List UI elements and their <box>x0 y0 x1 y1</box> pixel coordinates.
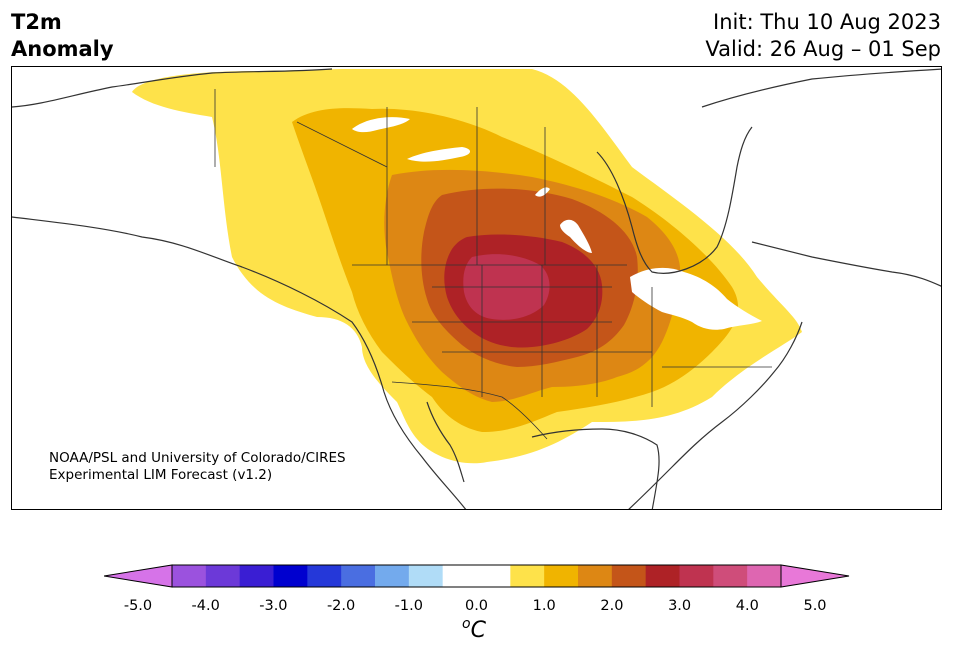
colorbar-bin <box>578 565 613 587</box>
title-variable-line1: T2m <box>11 10 62 34</box>
political-borders <box>214 89 772 440</box>
greenland-coastline <box>701 68 941 108</box>
colorbar-bin <box>239 565 274 587</box>
title-variable-line2: Anomaly <box>11 37 114 61</box>
colorbar-bin <box>375 565 410 587</box>
colorbar-outline <box>171 564 782 588</box>
atlantic-coastline <box>751 241 941 287</box>
colorbar-bin <box>510 565 545 587</box>
map-credit: NOAA/PSL and University of Colorado/CIRE… <box>49 450 346 484</box>
colorbar-bin <box>408 565 444 587</box>
colorbar-bin <box>341 565 376 587</box>
colorbar-bin <box>747 565 782 587</box>
colorbar-under-arrow <box>104 564 173 588</box>
colorbar-bins <box>172 565 782 587</box>
colorbar-tick-label: 0.0 <box>464 598 489 614</box>
colorbar-bin <box>713 565 748 587</box>
great-slave-lake <box>407 147 471 162</box>
colorbar-bin <box>645 565 680 587</box>
colorbar-tick-label: -5.0 <box>123 598 153 614</box>
unit-degree-mark: o <box>462 616 471 632</box>
colorbar-tick-label: -4.0 <box>191 598 220 614</box>
colorbar-bin <box>172 565 207 587</box>
colorbar-over-arrow <box>780 564 850 588</box>
unit-symbol: C <box>470 618 486 643</box>
pacific-coastline <box>12 216 467 509</box>
anomaly-map <box>11 66 942 510</box>
colorbar-bin <box>205 565 241 587</box>
colorbar-bin <box>544 565 579 587</box>
colorbar-bin <box>611 565 647 587</box>
colorbar-tick-label: -2.0 <box>326 598 356 614</box>
credit-line2: Experimental LIM Forecast (v1.2) <box>49 467 273 483</box>
colorbar <box>104 564 850 588</box>
init-date-label: Init: Thu 10 Aug 2023 <box>713 10 941 34</box>
colorbar-bin <box>679 565 714 587</box>
us-mexico-border <box>391 381 548 440</box>
colorbar-tick-label: 1.0 <box>532 598 556 614</box>
colorbar-tick-label: 2.0 <box>600 598 624 614</box>
canada-province-border-4 <box>296 121 388 168</box>
colorbar-tick-label: -1.0 <box>394 598 423 614</box>
us-east-coastline <box>628 321 803 509</box>
hudson-bay-coastline <box>596 126 753 274</box>
colorbar-tick-label: 5.0 <box>803 598 827 614</box>
credit-line1: NOAA/PSL and University of Colorado/CIRE… <box>49 450 346 466</box>
alaska-coastline <box>12 68 333 108</box>
gulf-coastline <box>531 428 660 509</box>
anomaly-map-svg <box>12 68 941 509</box>
gulf-of-california-coastline <box>426 401 465 483</box>
colorbar-bin <box>476 565 511 587</box>
colorbar-bin <box>307 565 342 587</box>
lakes <box>352 117 762 330</box>
colorbar-unit-label: oC <box>462 616 486 643</box>
forecast-dates: Init: Thu 10 Aug 2023 Valid: 26 Aug – 01… <box>705 9 941 63</box>
anomaly-contours <box>132 69 802 464</box>
lake-athabasca <box>535 187 550 197</box>
coastlines <box>12 68 941 509</box>
colorbar-bin <box>442 565 477 587</box>
colorbar-tick-label: -3.0 <box>259 598 288 614</box>
great-lakes <box>630 267 762 330</box>
map-title: T2m Anomaly <box>11 9 114 63</box>
great-bear-lake <box>352 117 410 133</box>
colorbar-tick-label: 3.0 <box>668 598 692 614</box>
colorbar-bin <box>273 565 308 587</box>
valid-range-label: Valid: 26 Aug – 01 Sep <box>705 37 941 61</box>
colorbar-tick-label: 4.0 <box>735 598 759 614</box>
lake-winnipeg <box>560 219 592 253</box>
